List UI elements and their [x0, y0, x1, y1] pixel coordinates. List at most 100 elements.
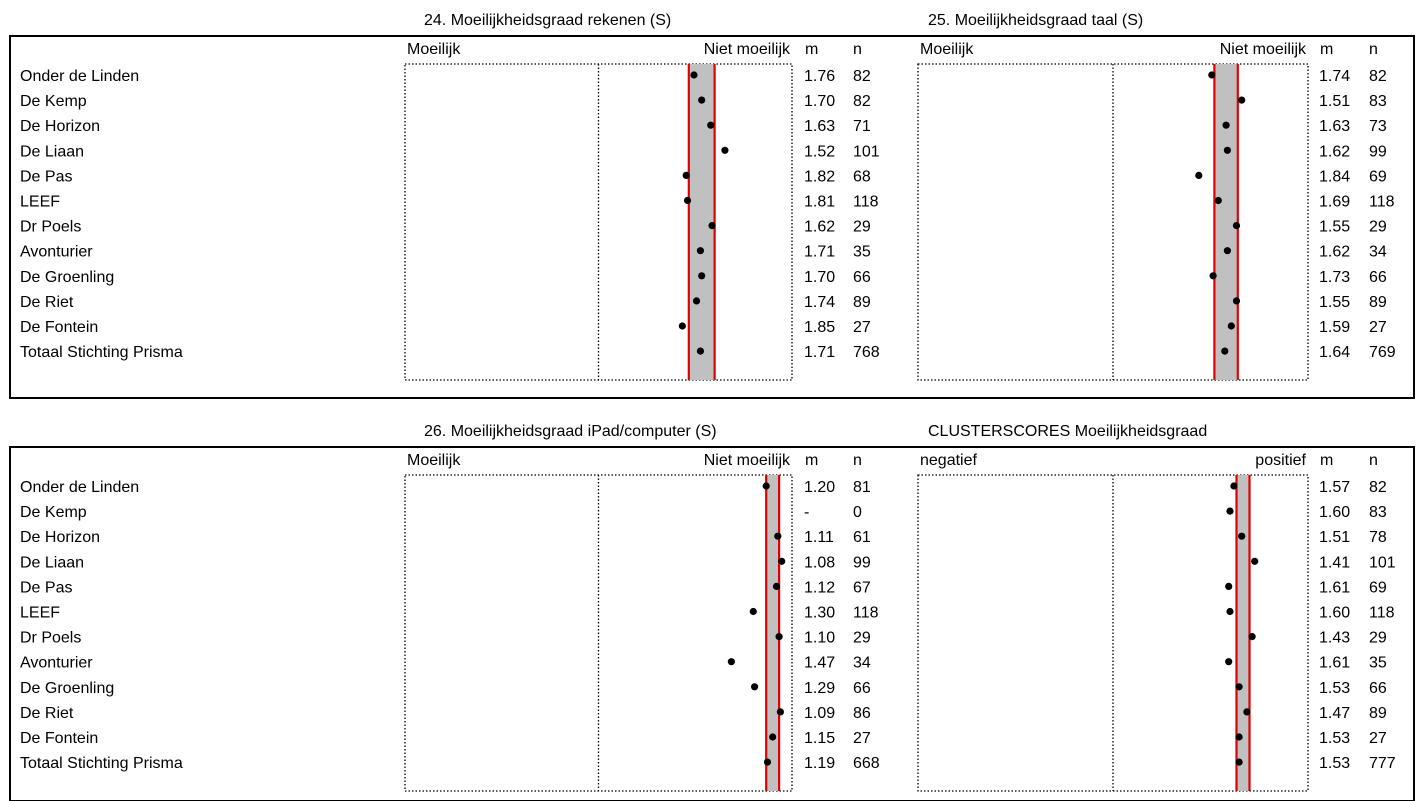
- value-n: 118: [1369, 194, 1395, 211]
- data-point: [1238, 96, 1246, 104]
- value-n: 777: [1369, 755, 1396, 772]
- value-n: 89: [853, 294, 871, 311]
- value-m: 1.60: [1319, 504, 1350, 521]
- row-label: De Horizon: [20, 118, 100, 135]
- data-point: [683, 196, 692, 205]
- value-n: 27: [853, 730, 871, 747]
- row-label: LEEF: [20, 194, 60, 211]
- data-point: [1195, 171, 1203, 179]
- value-m: 1.57: [1319, 479, 1350, 496]
- value-m: 1.20: [804, 479, 835, 496]
- value-m: 1.47: [1319, 705, 1350, 722]
- value-m: 1.85: [804, 319, 835, 336]
- value-n: 66: [853, 680, 871, 697]
- data-point: [1221, 347, 1229, 355]
- value-n: 86: [853, 705, 871, 722]
- data-point: [776, 708, 784, 716]
- value-n: 35: [853, 244, 871, 261]
- scale-left-label: Moeilijk: [407, 41, 461, 58]
- value-m: 1.71: [804, 344, 835, 361]
- value-n: 89: [1369, 294, 1387, 311]
- value-n: 99: [1369, 143, 1387, 160]
- row-label: De Pas: [20, 579, 72, 596]
- column-header-n: n: [853, 41, 862, 58]
- data-point: [1238, 532, 1246, 540]
- data-point: [698, 272, 706, 280]
- value-m: 1.60: [1319, 605, 1350, 622]
- value-m: 1.15: [804, 730, 835, 747]
- data-point: [749, 607, 757, 616]
- data-point: [696, 247, 705, 255]
- value-m: 1.30: [804, 605, 835, 622]
- value-m: 1.63: [804, 118, 835, 135]
- chart-3: 26. Moeilijkheidsgraad iPad/computer (S)…: [404, 423, 880, 792]
- data-point: [1248, 633, 1256, 641]
- value-m: 1.62: [1319, 244, 1350, 261]
- value-n: 78: [1369, 529, 1387, 546]
- value-n: 27: [853, 319, 871, 336]
- value-m: 1.19: [804, 755, 835, 772]
- value-m: 1.53: [1319, 680, 1350, 697]
- value-m: 1.70: [804, 93, 835, 110]
- value-m: 1.69: [1319, 194, 1350, 211]
- value-m: 1.62: [1319, 143, 1350, 160]
- reference-band: [1236, 475, 1250, 791]
- data-point: [1225, 658, 1233, 666]
- row-label: Dr Poels: [20, 630, 81, 647]
- data-point: [1235, 758, 1243, 766]
- row-label: De Groenling: [20, 269, 114, 286]
- value-n: 29: [1369, 219, 1387, 236]
- value-n: 66: [853, 269, 871, 286]
- row-label: Avonturier: [20, 244, 93, 261]
- data-point: [775, 633, 783, 641]
- reference-band: [766, 475, 780, 791]
- value-n: 83: [1369, 93, 1387, 110]
- chart-1: 24. Moeilijkheidsgraad rekenen (S) Moeili…: [404, 12, 880, 381]
- scale-right-label: Niet moeilijk: [1220, 41, 1307, 58]
- data-point: [1223, 146, 1231, 154]
- data-point: [698, 96, 706, 104]
- row-label: Dr Poels: [20, 219, 81, 236]
- data-point: [750, 683, 759, 691]
- row-label: De Riet: [20, 705, 74, 722]
- value-n: 101: [1369, 554, 1396, 571]
- row-label: Onder de Linden: [20, 68, 139, 85]
- data-point: [1230, 482, 1238, 490]
- scale-right-label: positief: [1255, 452, 1306, 469]
- value-m: 1.82: [804, 168, 835, 185]
- data-point: [692, 297, 701, 305]
- data-point: [1222, 121, 1230, 129]
- data-point: [1209, 272, 1217, 280]
- value-n: 27: [1369, 730, 1387, 747]
- value-n: 29: [853, 219, 871, 236]
- value-n: 0: [853, 504, 862, 521]
- scale-left-label: Moeilijk: [920, 41, 974, 58]
- row-label: Totaal Stichting Prisma: [20, 344, 183, 361]
- value-m: 1.73: [1319, 269, 1350, 286]
- value-m: 1.55: [1319, 219, 1350, 236]
- data-point: [1232, 297, 1241, 305]
- value-n: 101: [853, 143, 880, 160]
- value-m: 1.71: [804, 244, 835, 261]
- row-label: De Fontein: [20, 319, 98, 336]
- row-label: Avonturier: [20, 655, 93, 672]
- data-point: [1223, 247, 1231, 255]
- row-label: De Pas: [20, 168, 72, 185]
- data-point: [762, 482, 770, 490]
- value-n: 68: [853, 168, 871, 185]
- data-point: [1251, 557, 1259, 565]
- value-n: 34: [853, 655, 871, 672]
- value-n: 35: [1369, 655, 1387, 672]
- value-n: 82: [853, 68, 871, 85]
- column-header-m: m: [805, 452, 818, 469]
- chart-title: 25. Moeilijkheidsgraad taal (S): [928, 12, 1143, 29]
- value-m: 1.61: [1319, 655, 1350, 672]
- data-point: [1226, 607, 1234, 616]
- data-point: [682, 171, 690, 179]
- chart-4: CLUSTERSCORES Moeilijkheidsgraad negatief…: [917, 423, 1396, 792]
- value-n: 29: [853, 630, 871, 647]
- data-point: [778, 557, 786, 565]
- row-label: De Groenling: [20, 680, 114, 697]
- value-n: 668: [853, 755, 880, 772]
- value-m: 1.53: [1319, 755, 1350, 772]
